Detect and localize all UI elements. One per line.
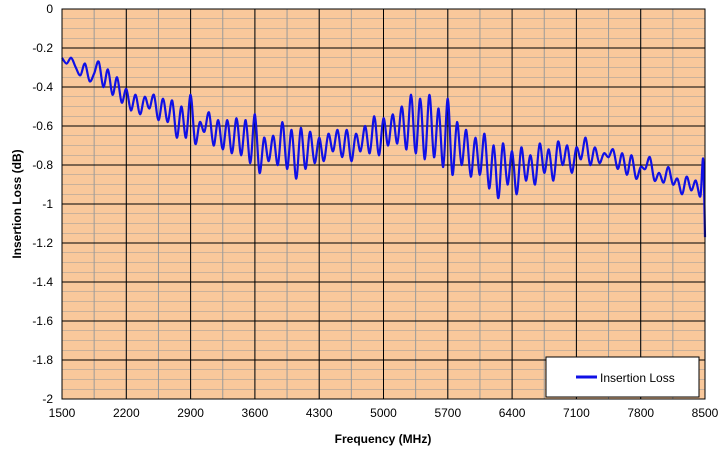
y-tick-label: -0.8 bbox=[32, 158, 53, 172]
x-tick-label: 7800 bbox=[627, 406, 654, 420]
y-tick-labels: 0 -0.2 -0.4 -0.6 -0.8 -1 -1.2 -1.4 -1.6 -1.8 -2 bbox=[32, 2, 53, 406]
x-tick-label: 2200 bbox=[113, 406, 140, 420]
plot-border bbox=[61, 8, 706, 400]
x-tick-label: 3600 bbox=[242, 406, 269, 420]
series-line-insertion-loss bbox=[61, 56, 707, 238]
y-tick-label: -0.6 bbox=[32, 119, 53, 133]
x-tick-label: 5000 bbox=[370, 406, 397, 420]
legend-label: Insertion Loss bbox=[600, 371, 675, 385]
legend: Insertion Loss bbox=[545, 356, 700, 398]
x-axis-title: Frequency (MHz) bbox=[335, 432, 432, 446]
x-tick-label: 6400 bbox=[499, 406, 526, 420]
x-tick-label: 2900 bbox=[177, 406, 204, 420]
y-tick-label: -1.6 bbox=[32, 314, 53, 328]
y-tick-label: -1 bbox=[42, 197, 53, 211]
x-tick-labels: 1500 2200 2900 3600 4300 5000 5700 6400 7100 7800… bbox=[49, 406, 718, 420]
y-tick-label: -1.2 bbox=[32, 236, 53, 250]
legend-box bbox=[545, 356, 700, 398]
y-axis-title: Insertion Loss (dB) bbox=[10, 149, 24, 258]
y-tick-label: -1.4 bbox=[32, 275, 53, 289]
series-layer bbox=[61, 56, 707, 238]
y-tick-label: -0.2 bbox=[32, 41, 53, 55]
x-tick-label: 4300 bbox=[306, 406, 333, 420]
y-tick-label: 0 bbox=[46, 2, 53, 16]
x-tick-label: 7100 bbox=[563, 406, 590, 420]
y-tick-label: -0.4 bbox=[32, 80, 53, 94]
x-tick-label: 1500 bbox=[49, 406, 76, 420]
y-tick-label: -1.8 bbox=[32, 353, 53, 367]
x-tick-label: 8500 bbox=[692, 406, 718, 420]
x-tick-label: 5700 bbox=[434, 406, 461, 420]
y-tick-label: -2 bbox=[42, 392, 53, 406]
